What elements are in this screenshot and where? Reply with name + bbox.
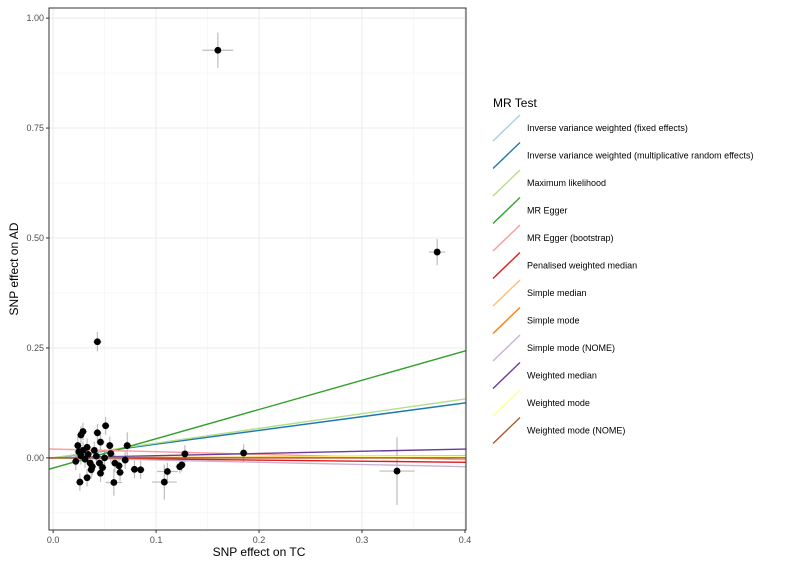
data-point <box>102 422 110 430</box>
data-point <box>115 462 123 470</box>
legend-key <box>492 334 521 362</box>
y-tick-label: 0.50 <box>26 233 44 243</box>
legend-key <box>492 196 521 225</box>
regression-line <box>48 448 467 459</box>
panel-border <box>48 7 467 531</box>
data-point <box>116 468 124 476</box>
legend-key <box>492 306 521 335</box>
data-point <box>77 431 85 439</box>
legend-label: MR Egger (bootstrap) <box>527 233 614 243</box>
y-axis-label: SNP effect on AD <box>7 222 21 315</box>
legend: MR Test Inverse variance weighted (fixed… <box>492 96 753 445</box>
legend-key <box>492 361 521 390</box>
x-axis-label: SNP effect on TC <box>213 545 306 559</box>
data-point <box>123 442 131 449</box>
x-tick-label: 0.2 <box>253 535 266 545</box>
data-point <box>393 467 401 475</box>
data-point <box>75 448 83 456</box>
data-point <box>83 474 91 482</box>
legend-label: Weighted median <box>527 371 597 381</box>
legend-key <box>492 389 521 417</box>
data-point <box>131 465 138 473</box>
legend-key <box>492 251 521 280</box>
legend-key <box>492 114 521 142</box>
data-point <box>214 46 222 54</box>
data-point <box>72 457 80 465</box>
data-point <box>178 461 186 469</box>
x-tick-label: 0.3 <box>356 535 369 545</box>
data-point <box>88 463 96 471</box>
data-point <box>106 442 114 449</box>
legend-label: Maximum likelihood <box>527 178 606 188</box>
data-point <box>84 450 92 458</box>
legend-label: Simple mode (NOME) <box>527 343 615 353</box>
y-tick-label: 1.00 <box>26 13 44 23</box>
grid <box>49 8 466 530</box>
data-point <box>240 449 248 457</box>
error-bars <box>71 32 446 505</box>
legend-label: Simple median <box>527 288 587 298</box>
data-point <box>81 455 89 463</box>
data-point <box>101 454 108 462</box>
legend-label: MR Egger <box>527 206 568 216</box>
legend-key <box>492 279 521 307</box>
data-point <box>137 466 145 474</box>
regression-line <box>48 350 467 470</box>
legend-label: Penalised weighted median <box>527 261 637 271</box>
data-points <box>72 46 441 486</box>
data-point <box>92 452 100 460</box>
legend-label: Inverse variance weighted (fixed effects… <box>527 123 688 133</box>
data-point <box>107 450 115 457</box>
y-tick-label: 0.25 <box>26 343 44 353</box>
data-point <box>110 479 118 486</box>
data-point <box>121 456 129 464</box>
data-point <box>90 447 98 454</box>
x-tick-label: 0.0 <box>47 535 60 545</box>
data-point <box>93 429 101 437</box>
legend-key <box>492 416 521 445</box>
y-tick-label: 0.75 <box>26 123 44 133</box>
data-point <box>97 438 104 446</box>
y-tick-label: 0.00 <box>26 453 44 463</box>
legend-key <box>492 224 521 252</box>
data-point <box>181 450 189 458</box>
regression-lines <box>48 350 467 470</box>
data-point <box>74 442 82 449</box>
data-point <box>76 478 84 486</box>
regression-line <box>48 398 467 460</box>
legend-label: Inverse variance weighted (multiplicativ… <box>527 151 753 161</box>
legend-label: Weighted mode <box>527 398 590 408</box>
data-point <box>160 478 168 486</box>
legend-label: Weighted mode (NOME) <box>527 426 625 436</box>
data-point <box>164 468 171 475</box>
legend-title: MR Test <box>493 96 537 110</box>
legend-key <box>492 169 521 197</box>
x-tick-label: 0.4 <box>459 535 472 545</box>
data-point <box>97 469 104 477</box>
data-point <box>93 338 101 346</box>
data-point <box>83 443 91 451</box>
legend-label: Simple mode <box>527 316 580 326</box>
axis-ticks: 0.0 0.1 0.2 0.3 0.4 0.00 0.25 0.50 0.75 1.00 <box>26 13 471 545</box>
regression-line <box>48 457 467 468</box>
data-point <box>433 248 441 256</box>
legend-key <box>492 141 521 170</box>
x-tick-label: 0.1 <box>150 535 163 545</box>
data-point <box>99 464 106 471</box>
